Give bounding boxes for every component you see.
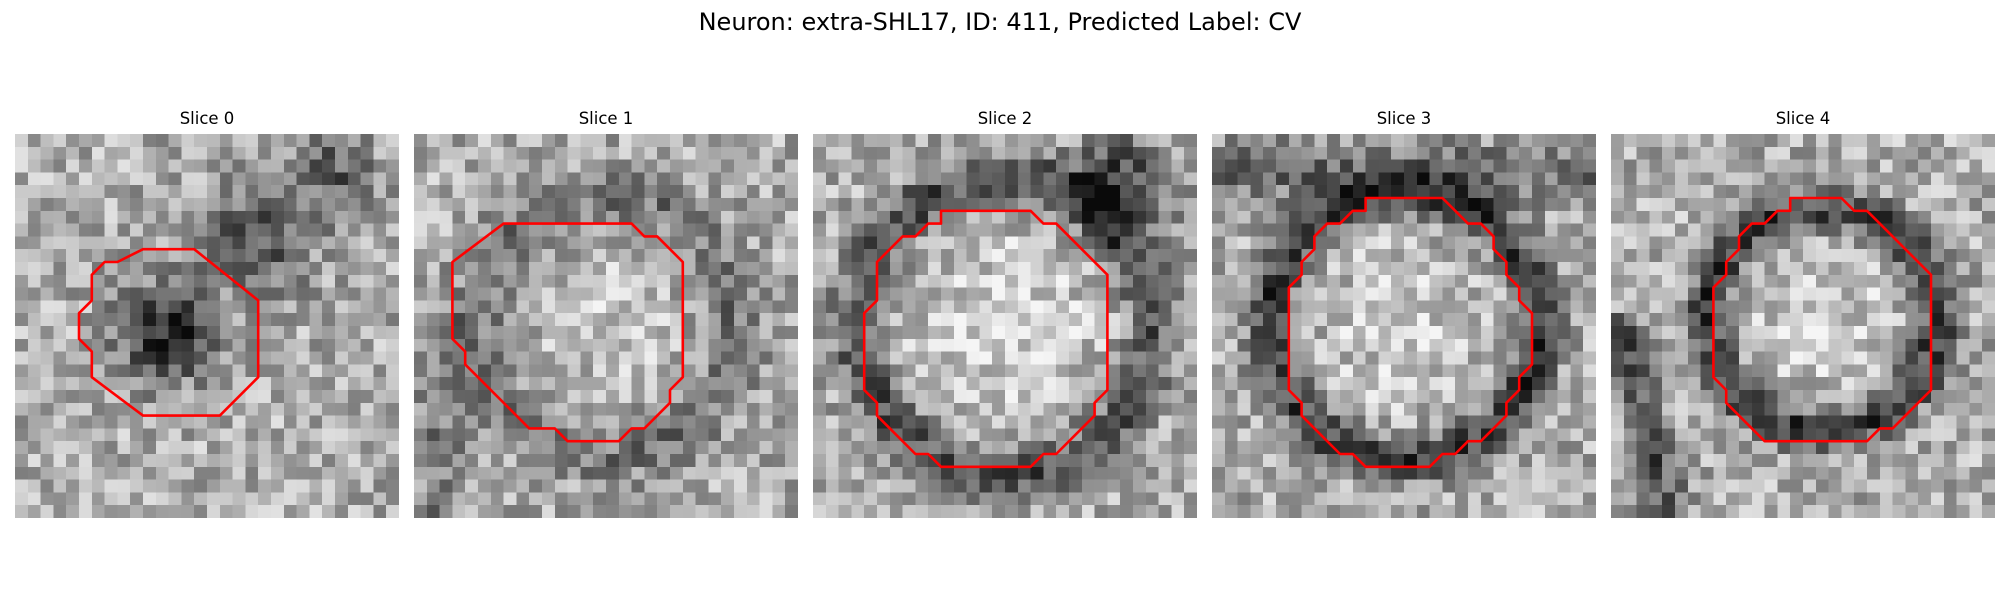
slice-image <box>414 134 798 518</box>
segmentation-contour <box>77 247 260 417</box>
slice-image-svg <box>813 134 1197 518</box>
pixel-grid <box>414 134 798 518</box>
panel-title: Slice 1 <box>578 109 634 128</box>
slice-image <box>813 134 1197 518</box>
slice-image-svg <box>15 134 399 518</box>
panel-title: Slice 2 <box>977 109 1033 128</box>
segmentation-contour <box>451 222 685 443</box>
slice-image-svg <box>414 134 798 518</box>
segmentation-contour <box>1712 196 1933 443</box>
figure-title: Neuron: extra-SHL17, ID: 411, Predicted … <box>698 8 1302 36</box>
segmentation-contour <box>1287 196 1534 469</box>
pixel-grid <box>1212 134 1596 518</box>
panel-title: Slice 4 <box>1775 109 1831 128</box>
slice-image <box>1611 134 1995 518</box>
slice-image-svg <box>1611 134 1995 518</box>
segmentation-contour <box>862 209 1109 469</box>
slice-image <box>15 134 399 518</box>
pixel-grid <box>813 134 1197 518</box>
panel-title: Slice 3 <box>1376 109 1432 128</box>
pixel-grid <box>1611 134 1995 518</box>
slice-image-svg <box>1212 134 1596 518</box>
panel-title: Slice 0 <box>179 109 235 128</box>
pixel-grid <box>15 134 399 518</box>
slice-image <box>1212 134 1596 518</box>
